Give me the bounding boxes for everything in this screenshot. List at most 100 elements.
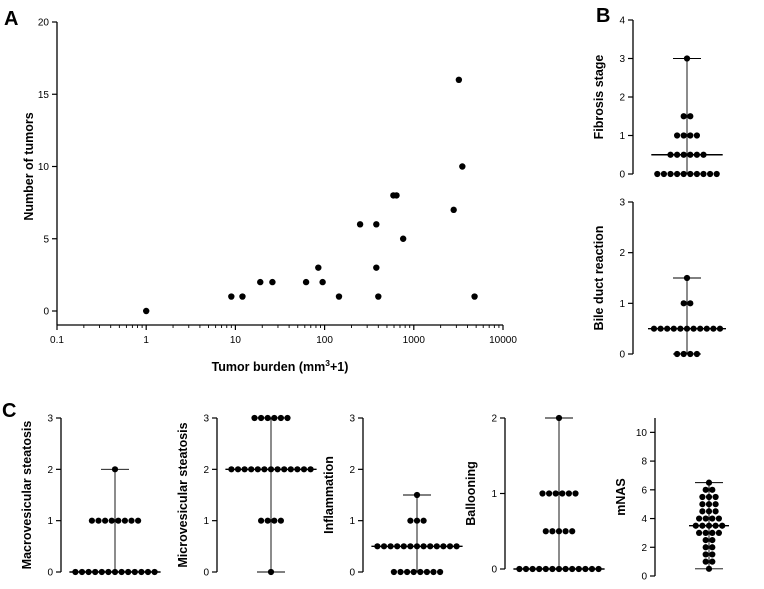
data-point bbox=[555, 528, 563, 535]
y-tick-label: 10 bbox=[636, 428, 648, 439]
data-point bbox=[257, 278, 264, 286]
data-point bbox=[115, 517, 122, 524]
panel-label-a: A bbox=[4, 8, 18, 30]
data-point bbox=[693, 350, 701, 358]
data-point bbox=[143, 307, 150, 315]
data-point bbox=[705, 479, 713, 486]
data-point bbox=[135, 517, 142, 524]
data-point bbox=[705, 501, 713, 508]
data-point bbox=[699, 501, 706, 508]
data-point bbox=[680, 300, 687, 307]
data-point bbox=[95, 517, 102, 524]
y-tick-label: 6 bbox=[641, 485, 647, 496]
data-point bbox=[335, 293, 343, 300]
data-point bbox=[713, 170, 720, 178]
data-point bbox=[654, 170, 661, 178]
data-point bbox=[555, 414, 563, 422]
y-tick-label: 0 bbox=[619, 350, 625, 361]
data-point bbox=[700, 170, 707, 178]
y-axis-title: Inflammation bbox=[322, 456, 336, 534]
data-point bbox=[702, 529, 709, 537]
data-point bbox=[471, 293, 478, 300]
y-tick-label: 0 bbox=[47, 568, 53, 579]
y-tick-label: 0 bbox=[491, 565, 497, 576]
data-point bbox=[393, 192, 400, 199]
data-point bbox=[687, 113, 694, 120]
data-point bbox=[569, 528, 576, 535]
data-point bbox=[687, 350, 694, 358]
data-point bbox=[687, 300, 694, 307]
y-tick-label: 10 bbox=[38, 162, 50, 173]
data-point bbox=[712, 493, 719, 501]
y-axis-title: mNAS bbox=[614, 478, 628, 516]
data-point bbox=[680, 113, 687, 120]
data-point bbox=[413, 517, 421, 524]
data-point bbox=[397, 568, 404, 576]
data-point bbox=[269, 278, 276, 286]
data-point bbox=[108, 517, 115, 524]
data-point bbox=[420, 517, 427, 524]
data-point bbox=[111, 466, 119, 473]
data-point bbox=[277, 517, 284, 524]
y-tick-label: 0 bbox=[349, 568, 355, 579]
y-tick-label: 1 bbox=[47, 516, 53, 527]
y-tick-label: 0 bbox=[43, 307, 49, 318]
x-tick-label: 100 bbox=[316, 335, 333, 346]
panel-c-mnas: 0 2 4 6 8 10 mNAS bbox=[614, 418, 729, 583]
x-tick-label: 10 bbox=[230, 335, 242, 346]
data-point bbox=[271, 517, 278, 524]
data-point bbox=[709, 544, 716, 551]
data-point bbox=[696, 515, 703, 522]
data-point bbox=[102, 517, 109, 524]
data-point bbox=[251, 414, 258, 422]
data-point bbox=[707, 170, 714, 178]
data-point bbox=[693, 132, 701, 139]
panel-label-b: B bbox=[596, 5, 610, 27]
data-point bbox=[239, 293, 246, 300]
data-point bbox=[284, 414, 291, 422]
data-point bbox=[709, 551, 716, 558]
y-axis-title: Bile duct reaction bbox=[592, 226, 606, 331]
data-point bbox=[542, 528, 549, 535]
data-point bbox=[660, 170, 668, 178]
data-point bbox=[258, 414, 265, 422]
x-axis-title: Tumor burden (mm3+1) bbox=[212, 358, 349, 374]
y-tick-label: 8 bbox=[641, 457, 647, 468]
data-point bbox=[399, 235, 407, 242]
y-tick-label: 0 bbox=[641, 572, 647, 583]
data-point bbox=[680, 350, 687, 358]
panel-c-inflammation: 0 1 2 3 Inflammation bbox=[322, 414, 463, 579]
y-tick-label: 3 bbox=[203, 414, 209, 425]
data-point bbox=[712, 501, 719, 508]
panel-c-macrovesicular: 0 1 2 3 Macrovesicular steatosis C bbox=[2, 400, 161, 579]
data-point bbox=[228, 293, 235, 300]
y-tick-label: 3 bbox=[619, 198, 625, 209]
y-axis-title: Macrovesicular steatosis bbox=[20, 421, 34, 570]
y-tick-label: 1 bbox=[349, 516, 355, 527]
data-point bbox=[407, 517, 414, 524]
data-point bbox=[674, 350, 681, 358]
data-point bbox=[430, 568, 437, 576]
data-point bbox=[680, 170, 687, 178]
data-point bbox=[709, 515, 716, 522]
data-point bbox=[709, 536, 716, 544]
y-tick-label: 0 bbox=[203, 568, 209, 579]
data-point bbox=[702, 486, 709, 493]
x-axis-title-main: Tumor burden (mm bbox=[212, 360, 326, 374]
y-axis-title: Number of tumors bbox=[22, 112, 36, 220]
y-tick-label: 0 bbox=[619, 170, 625, 181]
data-point bbox=[121, 517, 128, 524]
data-point bbox=[373, 221, 380, 228]
data-point bbox=[667, 170, 674, 178]
y-tick-label: 20 bbox=[38, 18, 50, 29]
y-tick-label: 4 bbox=[641, 514, 647, 525]
y-tick-label: 2 bbox=[619, 93, 625, 104]
data-point bbox=[705, 493, 713, 501]
x-axis-title-superscript: 3 bbox=[325, 358, 330, 368]
y-tick-label: 5 bbox=[43, 234, 49, 245]
data-point bbox=[271, 414, 278, 422]
panel-a-scatter: 0 5 10 15 20 0.1 1 10 100 1000 10000 Number of tumo… bbox=[4, 8, 517, 374]
data-point bbox=[705, 565, 713, 572]
data-point bbox=[319, 278, 326, 286]
data-point bbox=[693, 170, 701, 178]
